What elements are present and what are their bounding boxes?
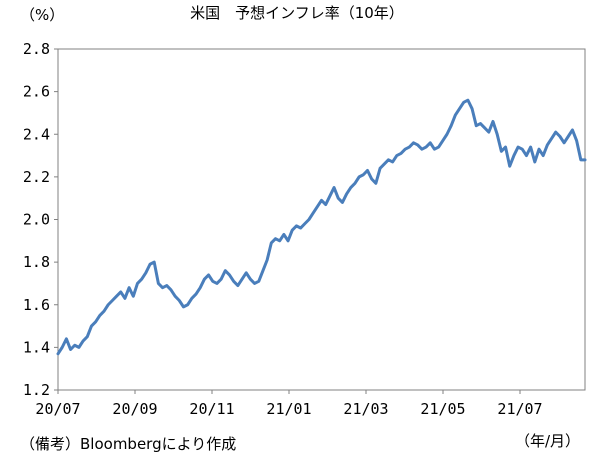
y-tick-label: 2.0 <box>23 211 50 229</box>
x-tick-label: 21/05 <box>420 400 465 418</box>
series-line-inflation <box>56 98 587 356</box>
y-axis-ticks: 1.2 1.4 1.6 1.8 2.0 2.2 2.4 2.6 2.8 <box>23 40 58 399</box>
chart-title: 米国 予想インフレ率（10年） <box>190 4 404 22</box>
y-tick-label: 1.2 <box>23 381 50 399</box>
x-axis-unit-label: （年/月） <box>514 432 580 450</box>
plot-area-frame <box>57 48 586 391</box>
x-tick-label: 21/01 <box>266 400 311 418</box>
x-tick-label: 20/07 <box>35 400 80 418</box>
y-tick-label: 1.6 <box>23 296 50 314</box>
y-tick-label: 2.8 <box>23 40 50 58</box>
y-tick-label: 2.2 <box>23 168 50 186</box>
x-tick-label: 20/09 <box>112 400 157 418</box>
x-tick-label: 21/07 <box>497 400 542 418</box>
y-axis-unit-label: （%） <box>20 6 65 24</box>
source-note: （備考）Bloombergにより作成 <box>20 435 237 453</box>
y-tick-label: 2.4 <box>23 125 50 143</box>
y-tick-label: 1.4 <box>23 338 50 356</box>
y-tick-label: 2.6 <box>23 83 50 101</box>
x-tick-label: 20/11 <box>189 400 234 418</box>
x-axis-ticks: 20/07 20/09 20/11 21/01 21/03 21/05 21/07 <box>35 390 543 418</box>
y-tick-label: 1.8 <box>23 253 50 271</box>
x-tick-label: 21/03 <box>343 400 388 418</box>
